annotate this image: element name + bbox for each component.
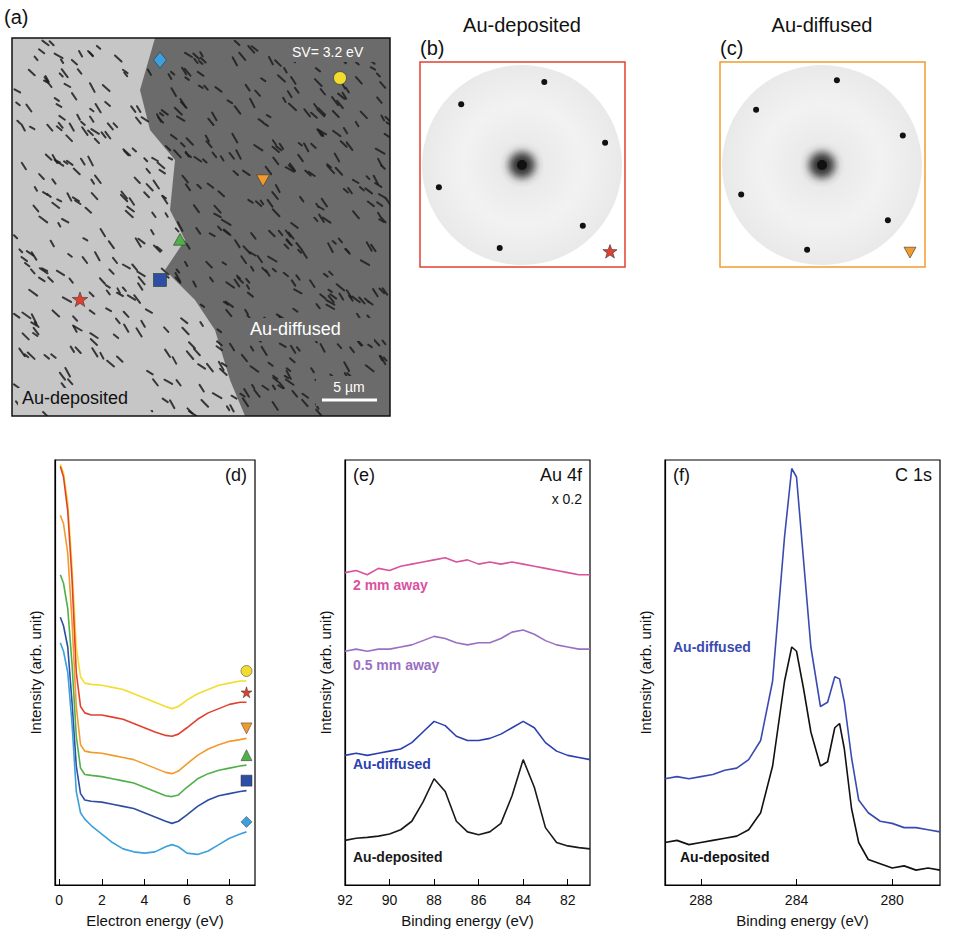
svg-text:Au-deposited: Au-deposited [353,849,442,865]
svg-text:(c): (c) [720,37,743,59]
svg-text:Au-deposited: Au-deposited [22,388,128,408]
svg-text:Au-diffused: Au-diffused [772,14,873,36]
svg-text:Au-deposited: Au-deposited [680,849,769,865]
svg-text:92: 92 [337,892,353,908]
svg-text:90: 90 [382,892,398,908]
svg-text:Au-diffused: Au-diffused [250,319,341,339]
svg-text:88: 88 [426,892,442,908]
svg-text:86: 86 [471,892,487,908]
svg-text:C 1s: C 1s [895,465,932,485]
svg-text:Intensity (arb. unit): Intensity (arb. unit) [637,610,654,734]
svg-text:8: 8 [226,892,234,908]
svg-text:0: 0 [55,892,63,908]
svg-text:(b): (b) [420,37,444,59]
svg-text:2 mm away: 2 mm away [353,577,428,593]
svg-text:5 µm: 5 µm [333,379,364,395]
svg-text:Binding energy (eV): Binding energy (eV) [401,912,534,929]
svg-text:288: 288 [689,892,713,908]
svg-text:Au-diffused: Au-diffused [673,639,751,655]
svg-text:(a): (a) [4,6,28,28]
svg-text:(f): (f) [673,465,690,485]
svg-text:82: 82 [560,892,576,908]
svg-text:0.5 mm away: 0.5 mm away [353,657,440,673]
svg-text:Au 4f: Au 4f [540,465,583,485]
svg-text:280: 280 [880,892,904,908]
svg-text:6: 6 [183,892,191,908]
svg-text:Intensity (arb. unit): Intensity (arb. unit) [27,610,44,734]
svg-text:2: 2 [98,892,106,908]
svg-text:84: 84 [515,892,531,908]
svg-text:284: 284 [785,892,809,908]
svg-text:Electron energy (eV): Electron energy (eV) [86,912,224,929]
svg-text:SV= 3.2 eV: SV= 3.2 eV [292,44,364,60]
svg-text:(e): (e) [353,465,375,485]
svg-text:Au-deposited: Au-deposited [463,14,581,36]
svg-text:(d): (d) [225,465,247,485]
svg-text:4: 4 [140,892,148,908]
svg-text:x 0.2: x 0.2 [552,491,583,507]
svg-text:Intensity (arb. unit): Intensity (arb. unit) [317,610,334,734]
svg-text:Au-diffused: Au-diffused [353,756,431,772]
svg-text:Binding energy (eV): Binding energy (eV) [736,912,869,929]
